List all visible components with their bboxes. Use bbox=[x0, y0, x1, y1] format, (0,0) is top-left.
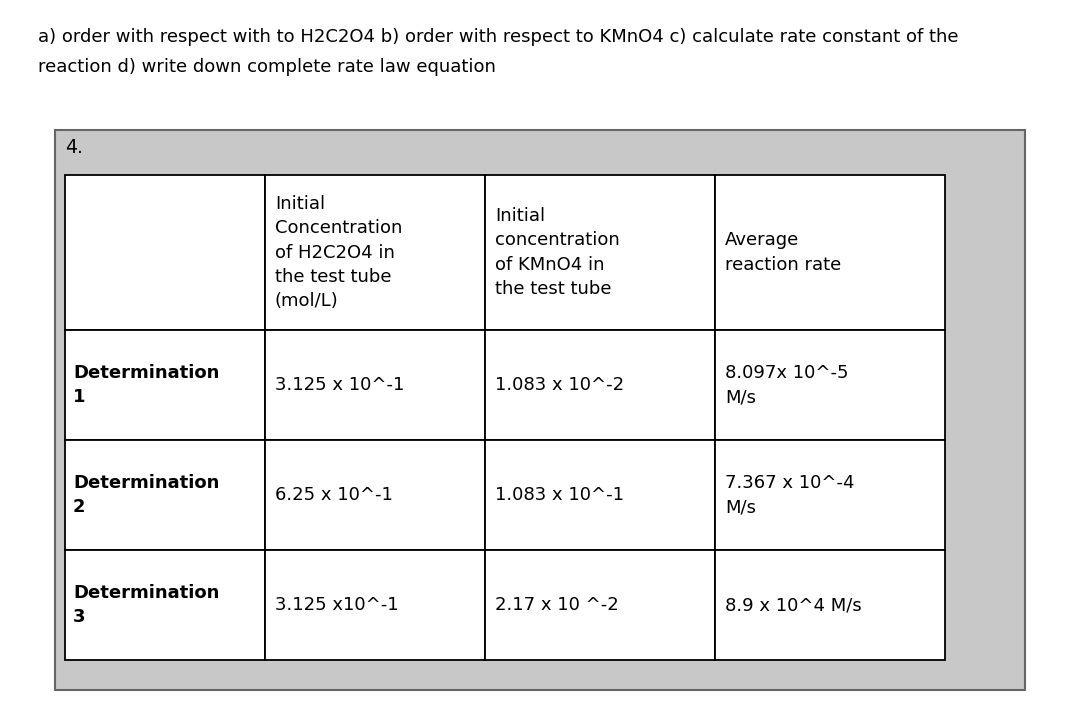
Text: 8.097x 10^-5
M/s: 8.097x 10^-5 M/s bbox=[725, 364, 849, 406]
Bar bbox=[65, 175, 265, 330]
Text: 3.125 x 10^-1: 3.125 x 10^-1 bbox=[275, 376, 404, 394]
Bar bbox=[65, 550, 265, 660]
Text: Initial
concentration
of KMnO4 in
the test tube: Initial concentration of KMnO4 in the te… bbox=[495, 207, 620, 298]
Text: a) order with respect with to H2C2O4 b) order with respect to KMnO4 c) calculate: a) order with respect with to H2C2O4 b) … bbox=[38, 28, 959, 46]
Text: Determination
3: Determination 3 bbox=[73, 584, 219, 626]
Text: 1.083 x 10^-1: 1.083 x 10^-1 bbox=[495, 486, 624, 504]
Bar bbox=[485, 440, 715, 550]
Bar bbox=[65, 440, 265, 550]
Bar bbox=[65, 330, 265, 440]
Bar bbox=[715, 440, 945, 550]
Text: reaction d) write down complete rate law equation: reaction d) write down complete rate law… bbox=[38, 58, 496, 76]
Bar bbox=[485, 175, 715, 330]
Bar bbox=[485, 550, 715, 660]
Bar bbox=[265, 440, 485, 550]
Bar bbox=[715, 330, 945, 440]
Text: 3.125 x10^-1: 3.125 x10^-1 bbox=[275, 596, 399, 614]
Text: Initial
Concentration
of H2C2O4 in
the test tube
(mol/L): Initial Concentration of H2C2O4 in the t… bbox=[275, 195, 403, 310]
Bar bbox=[715, 550, 945, 660]
Bar bbox=[265, 330, 485, 440]
Text: 2.17 x 10 ^-2: 2.17 x 10 ^-2 bbox=[495, 596, 619, 614]
Bar bbox=[485, 330, 715, 440]
Text: 1.083 x 10^-2: 1.083 x 10^-2 bbox=[495, 376, 624, 394]
Text: 7.367 x 10^-4
M/s: 7.367 x 10^-4 M/s bbox=[725, 474, 854, 516]
Bar bbox=[715, 175, 945, 330]
Text: Determination
1: Determination 1 bbox=[73, 364, 219, 406]
Bar bbox=[265, 175, 485, 330]
Text: Determination
2: Determination 2 bbox=[73, 474, 219, 516]
Text: Average
reaction rate: Average reaction rate bbox=[725, 231, 841, 274]
Text: 4.: 4. bbox=[65, 138, 83, 157]
Bar bbox=[265, 550, 485, 660]
Text: 6.25 x 10^-1: 6.25 x 10^-1 bbox=[275, 486, 393, 504]
Bar bbox=[55, 130, 1025, 690]
Text: 8.9 x 10^4 M/s: 8.9 x 10^4 M/s bbox=[725, 596, 862, 614]
